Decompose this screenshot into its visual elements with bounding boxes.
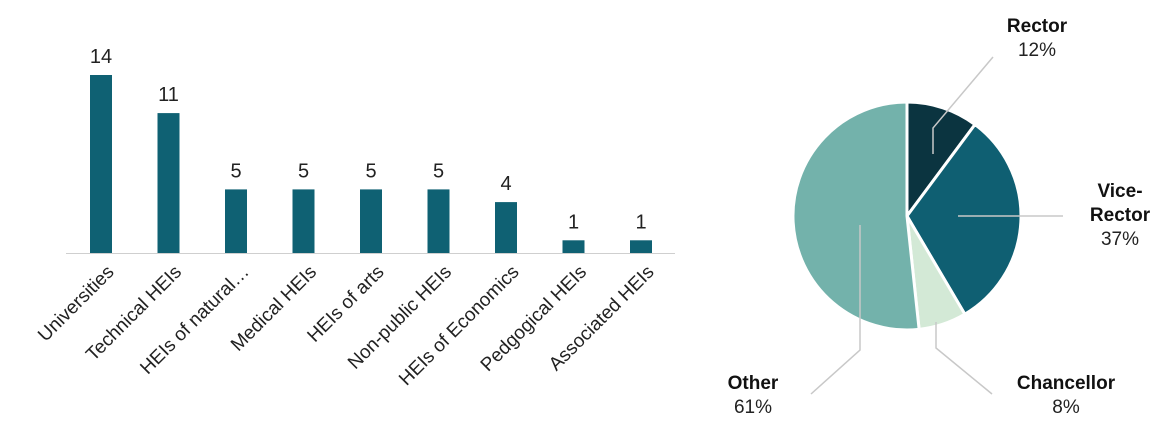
bar-pedgogical-heis (562, 240, 585, 253)
pie-slices (791, 100, 1023, 332)
pie-label-percent: 61% (734, 397, 772, 418)
value-label-universities: 14 (90, 46, 112, 68)
bar-technical-heis (157, 113, 180, 253)
pie-label-vice-rector: Vice- Rector 37% (1090, 181, 1151, 250)
value-label-medical-heis: 5 (298, 160, 309, 182)
leader-line-other (810, 225, 861, 395)
value-label-technical-heis: 11 (158, 84, 179, 106)
pie-label-other: Other 61% (728, 373, 779, 418)
bar-heis-of-natural (225, 189, 247, 253)
pie-label-name: Rector (1090, 205, 1151, 226)
bars (90, 75, 652, 253)
pie-label-percent: 37% (1101, 229, 1139, 250)
category-label-heis-of-economics: HEIs of Economics (395, 262, 523, 390)
pie-chart: Rector 12% Vice- Rector 37% Chancellor 8% Other… (728, 16, 1151, 418)
pie-slice-vice-rector (905, 122, 1023, 316)
value-label-heis-of-natural: 5 (230, 160, 241, 182)
bar-non-public-heis (427, 189, 450, 253)
value-label-heis-of-economics: 4 (500, 173, 511, 195)
value-label-non-public-heis: 5 (433, 160, 444, 182)
leader-line-chancellor (935, 322, 993, 395)
pie-label-percent: 8% (1052, 397, 1080, 418)
pie-slice-other (791, 100, 921, 332)
pie-label-percent: 12% (1018, 40, 1056, 61)
bar-heis-of-economics (495, 202, 517, 253)
pie-label-name: Chancellor (1017, 373, 1116, 394)
value-label-pedgogical-heis: 1 (568, 211, 579, 233)
value-label-heis-of-arts: 5 (365, 160, 376, 182)
pie-labels: Rector 12% Vice- Rector 37% Chancellor 8% Other… (728, 16, 1151, 418)
bar-heis-of-arts (360, 189, 382, 253)
pie-label-name: Other (728, 373, 779, 394)
bar-medical-heis (292, 189, 315, 253)
value-label-associated-heis: 1 (635, 211, 646, 233)
pie-label-chancellor: Chancellor 8% (1017, 373, 1116, 418)
pie-label-name: Rector (1007, 16, 1068, 37)
pie-label-name: Vice- (1097, 181, 1142, 202)
leader-lines (810, 56, 1063, 395)
bar-universities (90, 75, 112, 253)
pie-label-rector: Rector 12% (1007, 16, 1068, 61)
bar-associated-heis (630, 240, 652, 253)
leader-line-rector (932, 56, 994, 154)
